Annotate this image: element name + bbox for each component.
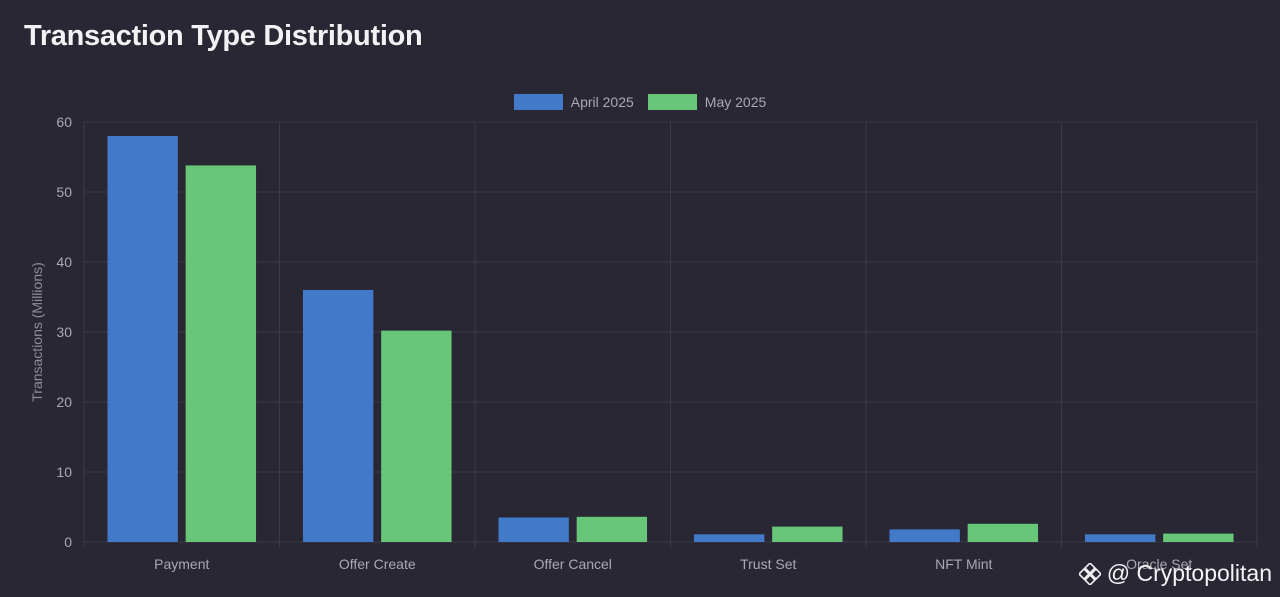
x-tick-label: Oracle Set — [1126, 556, 1192, 572]
legend-item-may[interactable]: May 2025 — [647, 94, 767, 110]
binance-logo-icon — [1077, 561, 1102, 586]
legend-label-april: April 2025 — [570, 94, 634, 110]
y-tick-label: 50 — [56, 184, 72, 200]
bar-may[interactable] — [381, 330, 452, 542]
y-tick-label: 0 — [64, 534, 72, 550]
axis-labels-layer: 0 10 20 30 40 50 60 Payment Offer Create Offer Ca… — [56, 114, 1192, 572]
chart-title: Transaction Type Distribution — [24, 20, 423, 52]
grid-layer — [83, 121, 1258, 548]
watermark-text: @ Cryptopolitan — [1106, 560, 1272, 586]
watermark: @ Cryptopolitan — [1077, 560, 1272, 587]
bar-april[interactable] — [1084, 534, 1156, 542]
y-tick-label: 10 — [56, 464, 72, 480]
bar-may[interactable] — [967, 523, 1039, 542]
x-tick-label: Offer Create — [339, 556, 416, 572]
y-tick-label: 30 — [56, 324, 72, 340]
y-tick-label: 40 — [56, 254, 72, 270]
bar-april[interactable] — [498, 517, 569, 543]
bar-april[interactable] — [107, 136, 178, 542]
y-axis-label: Transactions (Millions) — [29, 262, 45, 402]
legend-item-april[interactable]: April 2025 — [513, 94, 634, 110]
legend-swatch-may — [647, 94, 697, 110]
legend-swatch-april — [513, 94, 563, 110]
bar-may[interactable] — [185, 165, 257, 542]
x-tick-label: Payment — [154, 556, 209, 572]
y-tick-label: 60 — [56, 114, 72, 130]
bar-april[interactable] — [693, 534, 765, 542]
bar-may[interactable] — [1163, 533, 1234, 542]
bar-april[interactable] — [889, 529, 960, 542]
bar-may[interactable] — [576, 516, 648, 542]
bars-layer — [107, 136, 1234, 543]
legend-label-may: May 2025 — [704, 94, 767, 110]
bar-april[interactable] — [302, 290, 374, 542]
chart-legend: April 2025 May 2025 — [0, 92, 1280, 112]
x-tick-label: Trust Set — [740, 556, 796, 572]
y-tick-label: 20 — [56, 394, 72, 410]
x-tick-label: NFT Mint — [935, 556, 992, 572]
bar-may[interactable] — [772, 526, 843, 542]
x-tick-label: Offer Cancel — [534, 556, 612, 572]
